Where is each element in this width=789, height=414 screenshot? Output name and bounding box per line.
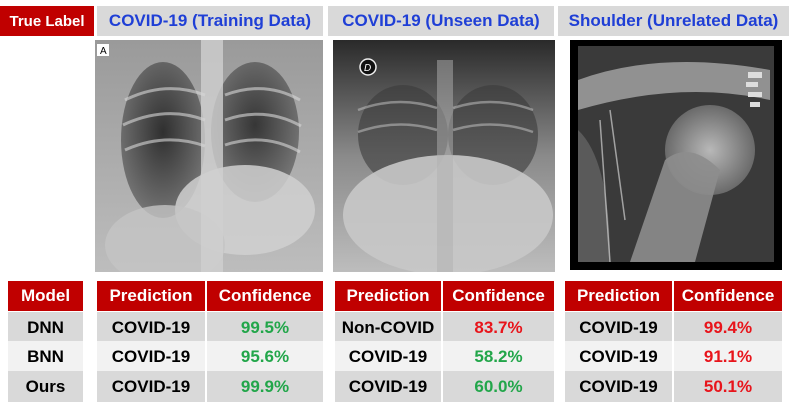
model-name-dnn: DNN: [8, 312, 83, 343]
true-label-header: True Label: [0, 6, 94, 36]
prediction-cell: COVID-19: [97, 312, 205, 343]
prediction-cell: Non-COVID: [335, 312, 441, 343]
prediction-header-training: Prediction: [97, 281, 205, 311]
prediction-header-unseen: Prediction: [335, 281, 441, 311]
confidence-cell: 99.9%: [207, 371, 323, 402]
prediction-cell: COVID-19: [97, 341, 205, 372]
prediction-cell: COVID-19: [565, 371, 672, 402]
prediction-header-unrelated: Prediction: [565, 281, 672, 311]
image-marker-d: D: [364, 63, 371, 74]
column-header-unseen: COVID-19 (Unseen Data): [328, 6, 554, 36]
confidence-cell: 60.0%: [443, 371, 554, 402]
confidence-header-training: Confidence: [207, 281, 323, 311]
prediction-cell: COVID-19: [97, 371, 205, 402]
prediction-cell: COVID-19: [565, 341, 672, 372]
model-column-header: Model: [8, 281, 83, 311]
image-marker-a: A: [100, 46, 107, 57]
shoulder-xray-image: [570, 40, 782, 270]
confidence-cell: 99.4%: [674, 312, 782, 343]
model-name-ours: Ours: [8, 371, 83, 402]
confidence-cell: 91.1%: [674, 341, 782, 372]
confidence-cell: 83.7%: [443, 312, 554, 343]
prediction-cell: COVID-19: [565, 312, 672, 343]
confidence-cell: 58.2%: [443, 341, 554, 372]
column-header-unrelated: Shoulder (Unrelated Data): [558, 6, 789, 36]
confidence-header-unseen: Confidence: [443, 281, 554, 311]
chest-xray-training-image: A: [95, 40, 323, 272]
prediction-cell: COVID-19: [335, 341, 441, 372]
confidence-cell: 99.5%: [207, 312, 323, 343]
confidence-cell: 95.6%: [207, 341, 323, 372]
model-name-bnn: BNN: [8, 341, 83, 372]
chest-xray-unseen-image: D: [333, 40, 555, 272]
confidence-cell: 50.1%: [674, 371, 782, 402]
column-header-training: COVID-19 (Training Data): [97, 6, 323, 36]
prediction-cell: COVID-19: [335, 371, 441, 402]
confidence-header-unrelated: Confidence: [674, 281, 782, 311]
